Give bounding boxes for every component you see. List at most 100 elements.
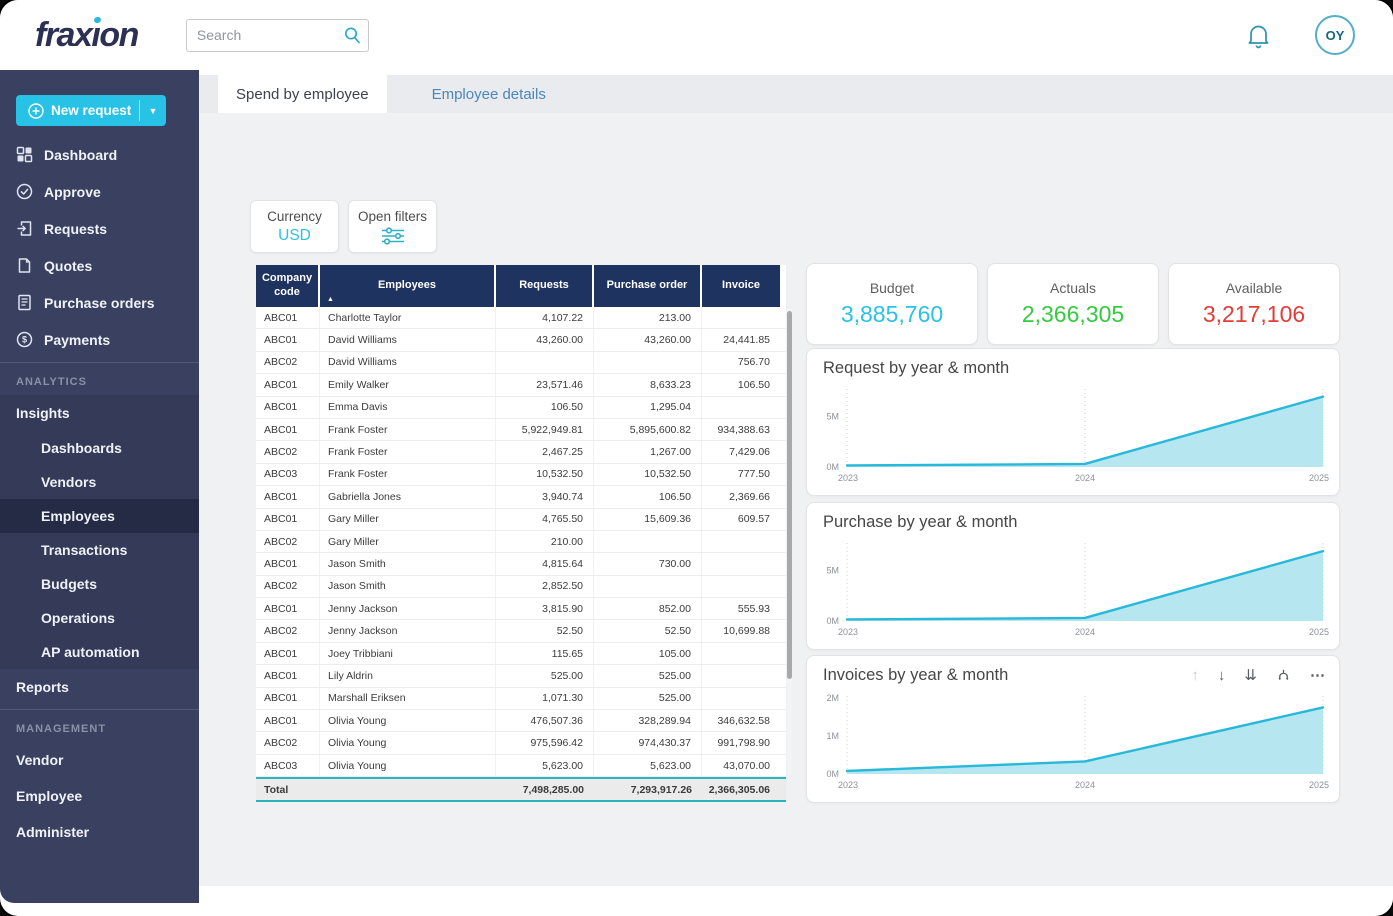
total-value: 7,293,917.26 — [630, 783, 692, 796]
column-header-requests[interactable]: Requests — [496, 265, 594, 307]
cell: ABC01 — [256, 396, 320, 418]
cell: Jason Smith — [320, 575, 496, 598]
table-row[interactable]: ABC02 David Williams 756.70 — [256, 351, 786, 375]
expand-all-down-icon[interactable] — [1276, 668, 1291, 683]
table-row[interactable]: ABC01 Olivia Young 476,507.36 328,289.94 346… — [256, 710, 786, 733]
drill-down-icon[interactable]: ↓ — [1217, 666, 1226, 684]
notifications-bell-icon[interactable] — [1246, 22, 1271, 49]
table-row[interactable]: ABC01 Gary Miller 4,765.50 15,609.36 609.57 — [256, 508, 786, 531]
sidebar-item-purchase-orders[interactable]: Purchase orders — [0, 284, 199, 321]
table-row[interactable]: ABC01 Marshall Eriksen 1,071.30 525.00 — [256, 687, 786, 711]
fraxion-logo: frax ı on — [35, 16, 139, 55]
table-row[interactable]: ABC01 Gabriella Jones 3,940.74 106.50 2,369.… — [256, 486, 786, 509]
kpi-value: 2,366,305 — [1021, 301, 1125, 327]
sidebar-item-operations[interactable]: Operations — [41, 610, 115, 626]
cell: 852.00 — [594, 598, 702, 620]
drill-up-icon[interactable]: ↑ — [1191, 666, 1199, 684]
go-to-next-level-icon[interactable]: ⇊ — [1244, 667, 1257, 684]
column-header-invoice[interactable]: Invoice — [702, 265, 780, 307]
kpi-value: 3,217,106 — [1202, 301, 1306, 327]
more-options-icon[interactable]: ⋯ — [1310, 667, 1325, 684]
svg-text:5M: 5M — [826, 411, 839, 421]
chart-title: Purchase by year & month — [823, 513, 1018, 531]
cell: ABC01 — [256, 374, 320, 396]
cell: Lily Aldrin — [320, 665, 496, 687]
table-scrollbar-thumb[interactable] — [787, 311, 792, 679]
approve-check-icon — [16, 183, 33, 200]
column-header-company-code[interactable]: Company code — [256, 265, 320, 307]
cell: Frank Foster — [320, 441, 496, 463]
sidebar-item-dashboards[interactable]: Dashboards — [41, 440, 122, 456]
sidebar-item-quotes[interactable]: Quotes — [0, 247, 199, 284]
cell: 3,940.74 — [496, 486, 594, 508]
svg-text:1M: 1M — [826, 731, 839, 741]
cell: 756.70 — [737, 356, 770, 369]
cell: 1,295.04 — [594, 396, 702, 418]
table-row[interactable]: ABC01 Frank Foster 5,922,949.81 5,895,600.8… — [256, 418, 786, 442]
table-row[interactable]: ABC01 Emily Walker 23,571.46 8,633.23 106.50 — [256, 374, 786, 397]
sidebar-item-reports[interactable]: Reports — [0, 669, 199, 705]
table-row[interactable]: ABC02 Jenny Jackson 52.50 52.50 10,699.88 — [256, 620, 786, 643]
currency-slicer[interactable]: Currency USD — [250, 200, 339, 253]
table-row[interactable]: ABC03 Frank Foster 10,532.50 10,532.50 777.5… — [256, 463, 786, 487]
sidebar-item-insights[interactable]: Insights — [0, 395, 199, 431]
table-row[interactable]: ABC01 Charlotte Taylor 4,107.22 213.00 — [256, 307, 786, 330]
sidebar-item-vendor[interactable]: Vendor — [0, 742, 199, 778]
kpi-row: Budget 3,885,760 Actuals 2,366,305 Avail… — [806, 263, 1340, 345]
cell: 5,922,949.81 — [496, 418, 594, 441]
cell: ABC02 — [256, 732, 320, 754]
search-icon[interactable] — [343, 26, 362, 45]
open-filters-button[interactable]: Open filters — [348, 200, 437, 253]
cell: 1,071.30 — [496, 687, 594, 710]
sidebar-item-label: Dashboard — [44, 146, 118, 163]
column-header-employees[interactable]: Employees ▲ — [320, 265, 496, 307]
sidebar-item-requests[interactable]: Requests — [0, 210, 199, 247]
cell — [702, 643, 780, 664]
plus-circle-icon — [28, 102, 44, 119]
table-row[interactable]: ABC01 Jason Smith 4,815.64 730.00 — [256, 553, 786, 576]
cell: ABC02 — [256, 441, 320, 463]
tab-spend-by-employee[interactable]: Spend by employee — [218, 75, 387, 113]
kpi-value: 3,885,760 — [840, 301, 944, 327]
new-request-dropdown-caret[interactable]: ▼ — [148, 105, 158, 116]
cell: 525.00 — [594, 687, 702, 710]
table-row[interactable]: ABC03 Olivia Young 5,623.00 5,623.00 43,070.… — [256, 754, 786, 778]
table-row[interactable]: ABC02 Olivia Young 975,596.42 974,430.37 991… — [256, 732, 786, 755]
cell: David Williams — [320, 329, 496, 351]
kpi-budget-card: Budget 3,885,760 — [806, 263, 978, 345]
search-input[interactable] — [185, 18, 369, 52]
cell: ABC02 — [256, 575, 320, 598]
user-avatar[interactable]: OY — [1315, 15, 1355, 55]
cell: Olivia Young — [320, 732, 496, 754]
sidebar-item-ap-automation[interactable]: AP automation — [41, 644, 140, 660]
tab-employee-details[interactable]: Employee details — [431, 85, 546, 103]
table-row[interactable]: ABC02 Frank Foster 2,467.25 1,267.00 7,429.0… — [256, 441, 786, 464]
table-row[interactable]: ABC01 David Williams 43,260.00 43,260.00 24,… — [256, 329, 786, 352]
purchase-by-year-month-chart-card: Purchase by year & month 2023 2024 2025 0M 5… — [806, 502, 1340, 650]
svg-text:2023: 2023 — [838, 627, 858, 637]
cell: Frank Foster — [320, 418, 496, 441]
table-row[interactable]: ABC01 Lily Aldrin 525.00 525.00 — [256, 665, 786, 688]
column-header-purchase-order[interactable]: Purchase order — [594, 265, 702, 307]
cell: Emily Walker — [320, 374, 496, 396]
table-row[interactable]: ABC01 Jenny Jackson 3,815.90 852.00 555.93 — [256, 598, 786, 621]
cell: 105.00 — [594, 642, 702, 665]
sidebar-item-vendors[interactable]: Vendors — [41, 474, 97, 490]
kpi-available-card: Available 3,217,106 — [1168, 263, 1340, 345]
sidebar-item-employee[interactable]: Employee — [0, 778, 199, 814]
cell: 52.50 — [496, 620, 594, 642]
sidebar-item-budgets[interactable]: Budgets — [41, 576, 97, 592]
sidebar-item-employees-selected[interactable]: Employees — [0, 499, 199, 533]
sidebar-item-payments[interactable]: $ Payments — [0, 321, 199, 358]
sidebar-item-transactions[interactable]: Transactions — [41, 542, 128, 558]
table-row[interactable]: ABC02 Gary Miller 210.00 — [256, 530, 786, 554]
sidebar-item-dashboard[interactable]: Dashboard — [0, 136, 199, 173]
spend-by-employee-table: Company code Employees ▲ Requests Purchase o… — [256, 265, 792, 803]
sidebar-item-approve[interactable]: Approve — [0, 173, 199, 210]
table-row[interactable]: ABC01 Emma Davis 106.50 1,295.04 — [256, 396, 786, 419]
sidebar-item-administer[interactable]: Administer — [0, 814, 199, 850]
table-row[interactable]: ABC02 Jason Smith 2,852.50 — [256, 575, 786, 599]
table-row[interactable]: ABC01 Joey Tribbiani 115.65 105.00 — [256, 642, 786, 666]
new-request-button[interactable]: New request ▼ — [16, 95, 166, 126]
cell: Jenny Jackson — [320, 620, 496, 642]
